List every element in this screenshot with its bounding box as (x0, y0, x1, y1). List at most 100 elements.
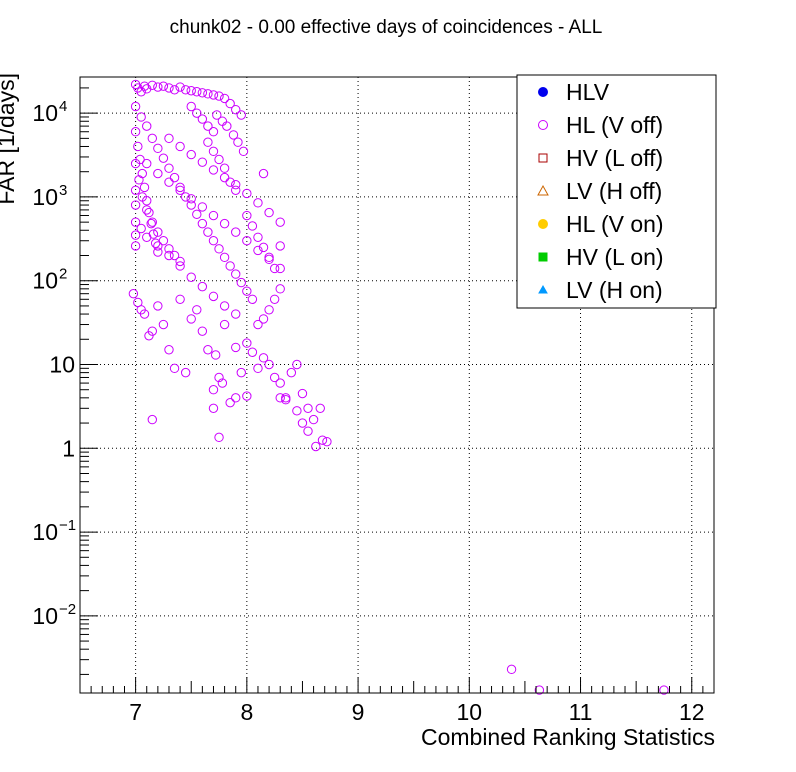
data-point (214, 244, 224, 254)
y-tick-exponent: 4 (59, 98, 67, 115)
data-point (253, 319, 263, 330)
data-point (203, 89, 213, 99)
x-tick-label: 12 (679, 699, 705, 725)
data-point (153, 241, 163, 251)
data-point (315, 403, 325, 414)
y-tick-label: 10 (32, 184, 58, 210)
data-point (253, 232, 263, 242)
data-point (164, 83, 174, 93)
data-point (128, 288, 139, 299)
data-point (219, 218, 230, 229)
data-point (169, 172, 180, 183)
data-point (136, 223, 146, 234)
legend-marker (537, 184, 549, 196)
data-point (264, 252, 274, 263)
data-point (242, 391, 252, 401)
data-point (231, 179, 241, 190)
data-point (275, 393, 285, 403)
y-tick-label: 1 (62, 435, 75, 461)
data-point (275, 263, 285, 274)
data-point (147, 80, 157, 90)
data-point (208, 127, 219, 137)
data-point (317, 435, 328, 445)
data-point (208, 236, 219, 246)
data-point (192, 87, 202, 97)
x-tick-label: 11 (569, 699, 593, 725)
x-tick-label: 10 (457, 699, 483, 725)
data-point (236, 367, 246, 378)
data-point (659, 685, 669, 695)
data-point (208, 403, 219, 414)
data-point (153, 227, 163, 237)
data-point (192, 209, 202, 220)
legend-label: LV (H off) (566, 178, 662, 204)
data-point (242, 210, 252, 221)
data-point (258, 168, 269, 179)
data-point (175, 185, 185, 195)
data-point (219, 252, 230, 263)
data-point (231, 269, 241, 279)
legend-box (516, 74, 717, 309)
data-point (175, 261, 185, 271)
data-point (142, 232, 152, 242)
data-point (186, 272, 196, 282)
data-point (269, 263, 280, 274)
data-point (136, 112, 146, 122)
data-point (208, 146, 219, 157)
data-point (139, 182, 150, 193)
data-point (158, 319, 169, 330)
data-point (186, 200, 196, 210)
x-axis: 7 8 9 10 11 12 (90, 677, 715, 725)
data-point (153, 143, 163, 154)
data-point (142, 205, 152, 215)
data-point (219, 163, 230, 173)
data-point (137, 192, 147, 202)
data-point (130, 200, 141, 210)
data-point (175, 182, 185, 193)
data-point (311, 441, 321, 452)
x-axis-title: Combined Ranking Statistics (421, 724, 715, 750)
data-point (175, 294, 185, 304)
legend-label: HV (L off) (566, 145, 663, 171)
data-point (142, 158, 152, 169)
data-point (214, 154, 224, 165)
data-point (203, 345, 213, 355)
data-point (146, 218, 156, 229)
legend-marker (538, 284, 548, 294)
legend-marker (538, 87, 548, 97)
data-point (264, 305, 274, 315)
data-point (203, 137, 213, 147)
data-point (258, 353, 269, 363)
data-point (297, 418, 308, 428)
data-point (247, 347, 258, 357)
data-point (506, 664, 517, 675)
data-point (130, 101, 141, 112)
data-point (264, 254, 274, 265)
data-points (128, 79, 669, 695)
legend-label: HL (V on) (566, 211, 664, 237)
data-point (281, 395, 291, 405)
data-point (269, 294, 280, 304)
data-point (242, 286, 252, 296)
data-point (186, 101, 196, 112)
legend-label: HLV (566, 79, 610, 105)
data-point (197, 218, 208, 229)
data-point (197, 157, 208, 167)
data-point (139, 81, 150, 91)
data-point (153, 301, 163, 311)
y-tick-exponent: 2 (59, 266, 67, 283)
data-point (258, 314, 269, 324)
data-point (137, 168, 147, 179)
data-point (130, 127, 141, 137)
data-point (186, 314, 196, 324)
data-point (147, 217, 157, 227)
data-point (264, 359, 274, 370)
data-point (219, 301, 230, 311)
data-point (303, 426, 313, 436)
data-point (231, 185, 241, 195)
data-point (164, 345, 174, 355)
data-point (214, 432, 224, 443)
data-point (147, 133, 157, 144)
data-point (231, 104, 241, 115)
